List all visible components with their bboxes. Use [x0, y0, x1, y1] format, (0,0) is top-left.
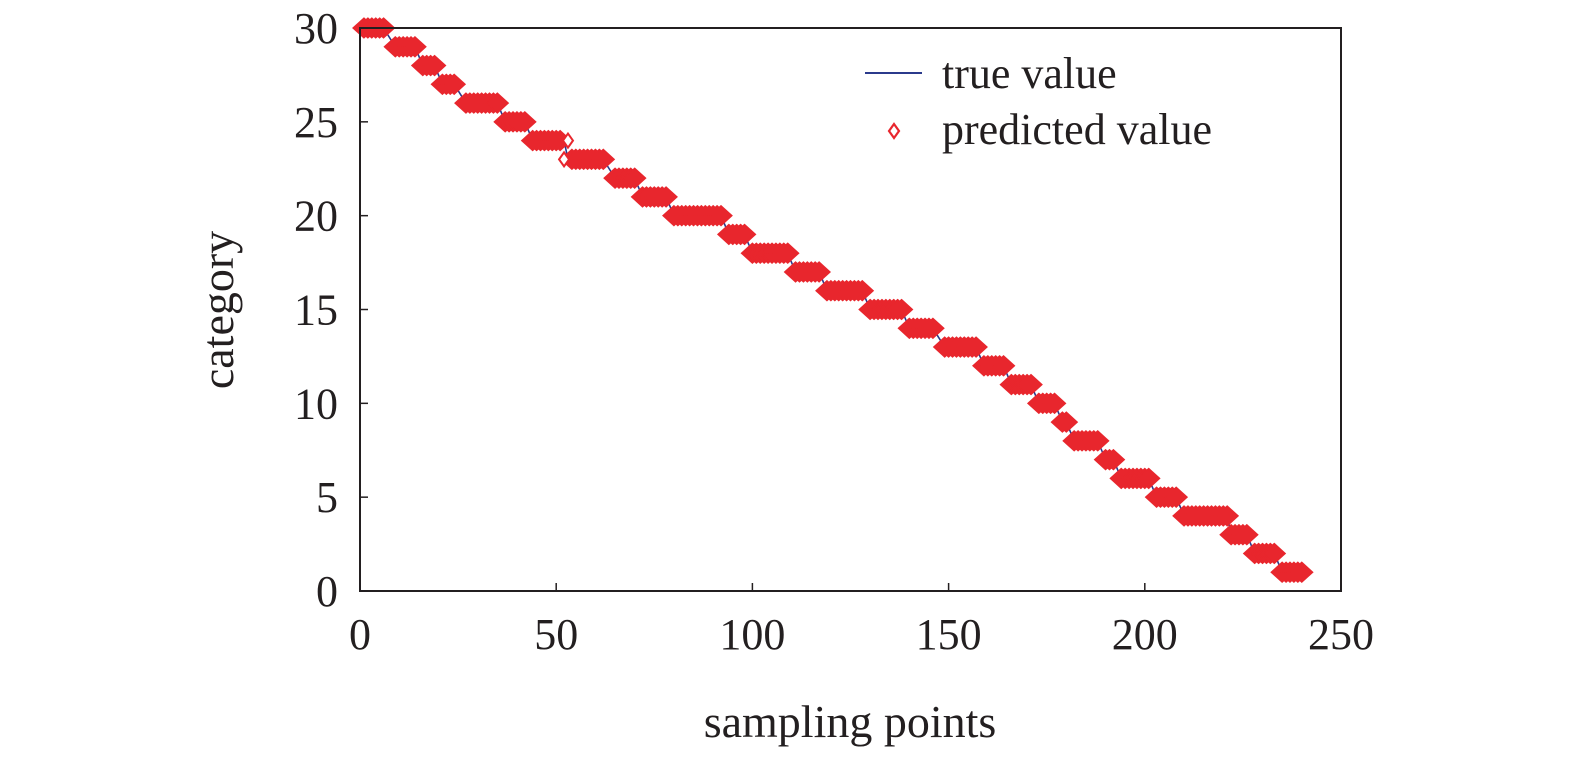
predicted-point [1262, 542, 1287, 565]
legend-predicted-value-label: predicted value [942, 105, 1212, 154]
predicted-point [485, 92, 510, 114]
x-tick-label: 250 [1308, 610, 1374, 659]
mispredicted-point [561, 131, 575, 150]
plot-area [352, 17, 1314, 584]
x-tick-label: 100 [719, 610, 785, 659]
legend-true-value-label: true value [942, 49, 1117, 98]
x-tick-label: 0 [349, 610, 371, 659]
predicted-point [1164, 486, 1189, 508]
y-tick-label: 10 [294, 379, 338, 428]
y-tick-label: 30 [294, 4, 338, 53]
predicted-point [1215, 505, 1240, 527]
predicted-point [709, 204, 733, 227]
y-tick-label: 15 [294, 286, 338, 335]
y-tick-label: 25 [294, 98, 338, 147]
legend-predicted-value-marker [887, 122, 901, 140]
predicted-point [622, 167, 647, 189]
y-tick-label: 0 [316, 567, 338, 616]
predicted-point [1085, 430, 1110, 452]
predicted-point [807, 261, 831, 283]
predicted-point [1042, 392, 1067, 415]
y-tick-label: 20 [294, 192, 338, 241]
predicted-point [591, 148, 616, 171]
predicted-point [1289, 561, 1314, 584]
x-tick-label: 200 [1112, 610, 1178, 659]
y-axis: 0 5 10 15 20 25 30 [294, 4, 368, 616]
y-axis-title: category [192, 231, 243, 389]
predicted-point [964, 336, 988, 358]
x-axis-title: sampling points [704, 696, 997, 747]
predicted-point [654, 186, 678, 208]
y-tick-label: 5 [316, 473, 338, 522]
predicted-point [991, 354, 1016, 377]
predicted-point [1234, 523, 1259, 546]
predicted-point [889, 298, 914, 321]
predicted-point [512, 111, 537, 133]
legend: true value predicted value [865, 49, 1212, 154]
predicted-point [403, 35, 427, 58]
predicted-point [921, 317, 945, 340]
predicted-point [850, 279, 875, 302]
predicted-point [732, 223, 757, 246]
predicted-point [422, 54, 447, 77]
predicted-point [1054, 411, 1079, 433]
x-axis: 0 50 100 150 200 250 [349, 583, 1374, 659]
predicted-point [442, 73, 467, 96]
x-tick-label: 150 [916, 610, 982, 659]
predicted-point [1136, 467, 1161, 490]
predicted-point [1101, 448, 1126, 471]
predicted-point [1019, 373, 1043, 396]
mispredicted-point [557, 150, 571, 169]
predicted-point [775, 242, 800, 265]
x-tick-label: 50 [534, 610, 578, 659]
